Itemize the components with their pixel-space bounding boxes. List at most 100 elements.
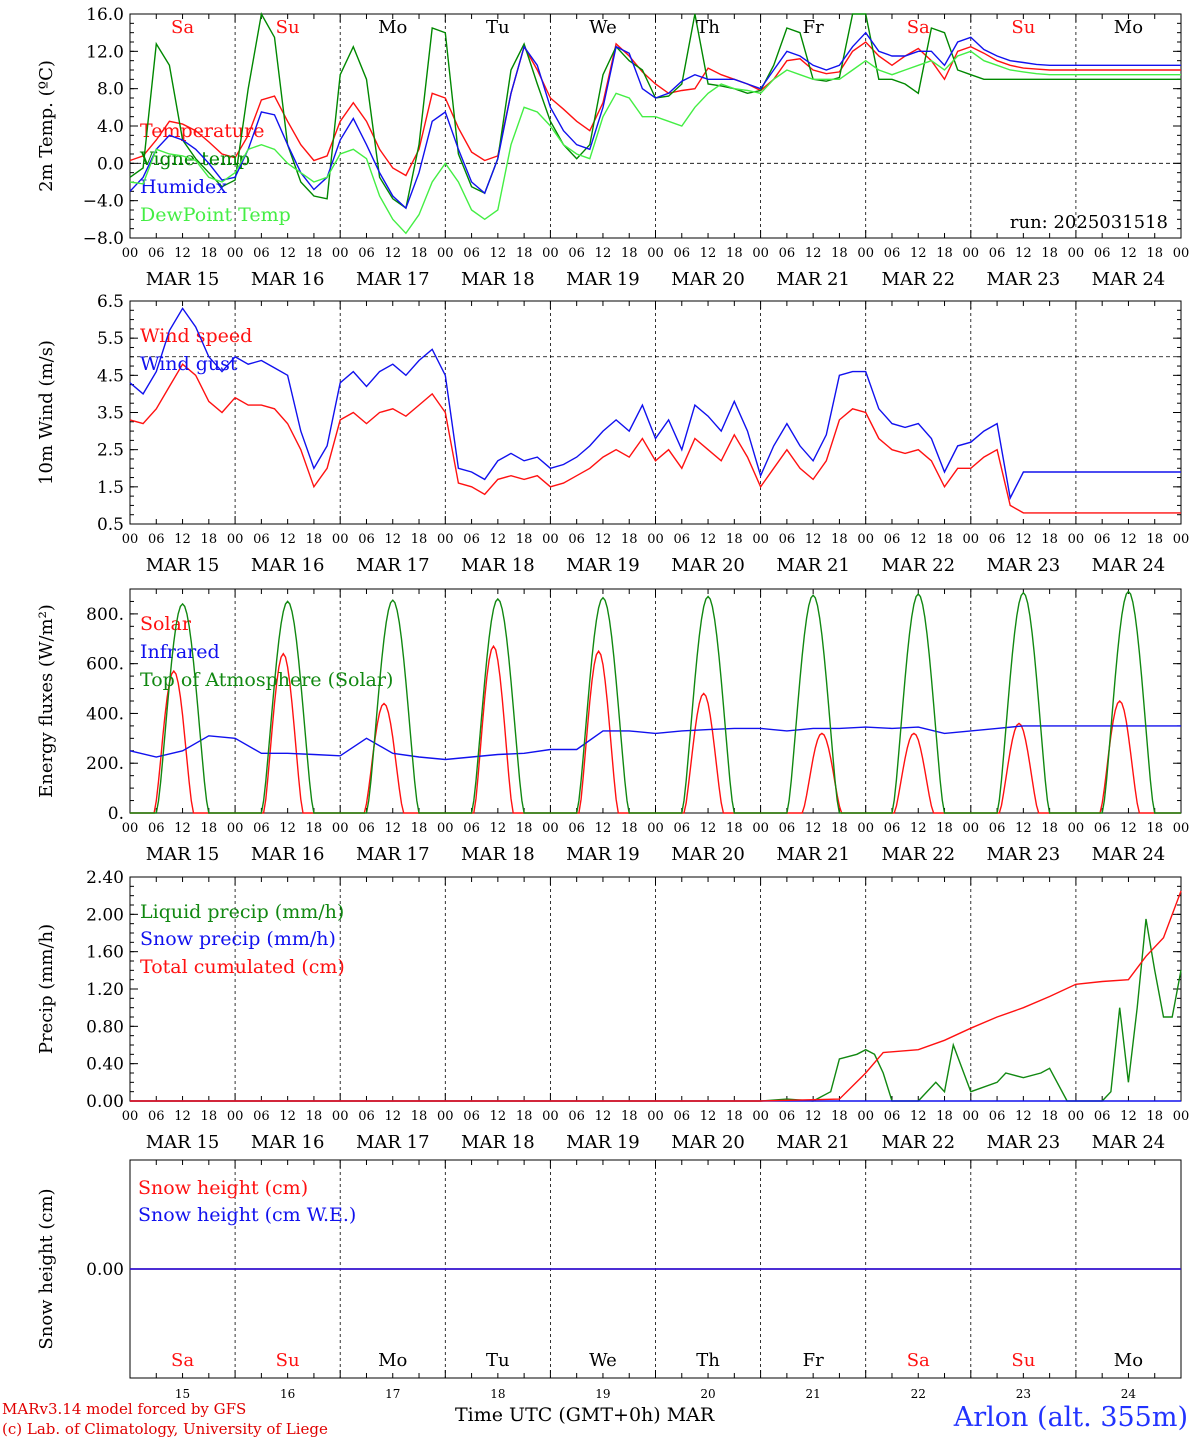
date-label: MAR 21 xyxy=(776,1132,850,1153)
hour-tick-label: 18 xyxy=(1146,821,1163,836)
hour-tick-label: 06 xyxy=(463,532,480,547)
y-axis-title: 2m Temp. (ºC) xyxy=(36,60,57,192)
hour-tick-label: 12 xyxy=(490,246,507,261)
hour-tick-label: 12 xyxy=(1120,532,1137,547)
hour-tick-label: 18 xyxy=(1041,821,1058,836)
legend-entry: Wind speed xyxy=(140,325,252,347)
hour-tick-label: 12 xyxy=(174,1109,191,1124)
date-label: MAR 20 xyxy=(671,269,745,290)
y-tick-label: −4.0 xyxy=(83,192,124,212)
hour-tick-label: 00 xyxy=(752,821,769,836)
hour-tick-label: 12 xyxy=(1120,821,1137,836)
y-tick-label: 800. xyxy=(86,605,124,625)
weekday-label: Sa xyxy=(171,17,194,38)
hour-tick-label: 12 xyxy=(805,821,822,836)
date-label: MAR 16 xyxy=(251,844,325,865)
hour-tick-label: 06 xyxy=(779,1109,796,1124)
hour-tick-label: 18 xyxy=(1041,1109,1058,1124)
day-number-label: 24 xyxy=(1121,1387,1137,1400)
weekday-label: Fr xyxy=(803,17,824,38)
hour-tick-label: 00 xyxy=(647,246,664,261)
hour-tick-label: 06 xyxy=(253,246,270,261)
hour-tick-label: 12 xyxy=(279,246,296,261)
hour-tick-label: 06 xyxy=(463,821,480,836)
hour-tick-label: 18 xyxy=(1146,246,1163,261)
hour-tick-label: 06 xyxy=(358,821,375,836)
hour-tick-label: 06 xyxy=(148,532,165,547)
hour-tick-label: 18 xyxy=(621,821,638,836)
legend-entry: Total cumulated (cm) xyxy=(140,956,345,978)
hour-tick-label: 18 xyxy=(411,821,428,836)
hour-tick-label: 18 xyxy=(936,821,953,836)
weekday-label: Mo xyxy=(378,17,407,38)
hour-tick-label: 18 xyxy=(516,532,533,547)
hour-tick-label: 00 xyxy=(437,532,454,547)
hour-tick-label: 00 xyxy=(857,246,874,261)
hour-tick-label: 12 xyxy=(384,246,401,261)
hour-tick-label: 06 xyxy=(1094,246,1111,261)
hour-tick-label: 00 xyxy=(437,1109,454,1124)
meteogram: −8.0 −4.0 0.0 4.0 8.0 12.0 16.0 2m Temp. (ºC) Te… xyxy=(36,5,1190,1400)
hour-tick-label: 00 xyxy=(647,1109,664,1124)
hour-tick-label: 18 xyxy=(1041,532,1058,547)
hour-tick-label: 00 xyxy=(227,532,244,547)
x-axis-title: Time UTC (GMT+0h) MAR xyxy=(455,1404,715,1426)
hour-tick-label: 12 xyxy=(805,532,822,547)
date-label: MAR 21 xyxy=(776,844,850,865)
hour-tick-label: 00 xyxy=(752,532,769,547)
hour-tick-label: 12 xyxy=(910,246,927,261)
hour-tick-label: 00 xyxy=(1068,532,1085,547)
hour-tick-label: 18 xyxy=(1146,1109,1163,1124)
y-tick-label: 5.5 xyxy=(97,329,124,349)
hour-tick-label: 00 xyxy=(332,821,349,836)
legend-entry: Infrared xyxy=(140,641,220,663)
hour-tick-label: 00 xyxy=(1173,532,1190,547)
hour-tick-label: 12 xyxy=(279,1109,296,1124)
plot-frame xyxy=(129,588,1182,814)
day-number-label: 15 xyxy=(175,1387,190,1400)
weekday-label: Sa xyxy=(907,17,930,38)
y-tick-label: 4.0 xyxy=(97,117,124,137)
weekday-label: Fr xyxy=(803,1350,824,1371)
hour-tick-label: 00 xyxy=(1173,246,1190,261)
hour-tick-label: 00 xyxy=(752,246,769,261)
hour-tick-label: 12 xyxy=(595,246,612,261)
hour-tick-label: 00 xyxy=(1173,1109,1190,1124)
hour-tick-label: 06 xyxy=(568,532,585,547)
date-label: MAR 15 xyxy=(146,844,220,865)
hour-tick-label: 12 xyxy=(700,532,717,547)
y-tick-label: 1.5 xyxy=(97,478,124,498)
hour-tick-label: 06 xyxy=(253,821,270,836)
hour-tick-label: 12 xyxy=(595,1109,612,1124)
hour-tick-label: 06 xyxy=(568,1109,585,1124)
hour-tick-label: 12 xyxy=(490,1109,507,1124)
hour-tick-label: 00 xyxy=(857,821,874,836)
hour-tick-label: 00 xyxy=(963,532,980,547)
hour-tick-label: 18 xyxy=(831,1109,848,1124)
series-line-top-of-atmosphere-solar- xyxy=(130,590,1181,814)
panel-2: 0.5 1.5 2.5 3.5 4.5 5.5 6.5 10m Wind (m/s) Wind … xyxy=(36,292,1189,576)
date-label: MAR 19 xyxy=(566,1132,640,1153)
y-tick-label: 0.0 xyxy=(97,154,124,174)
hour-tick-label: 18 xyxy=(726,246,743,261)
hour-tick-label: 18 xyxy=(306,1109,323,1124)
hour-tick-label: 18 xyxy=(936,1109,953,1124)
hour-tick-label: 12 xyxy=(595,532,612,547)
hour-tick-label: 06 xyxy=(674,246,691,261)
date-label: MAR 22 xyxy=(881,555,955,576)
hour-tick-label: 12 xyxy=(1120,1109,1137,1124)
hour-tick-label: 12 xyxy=(174,532,191,547)
hour-tick-label: 18 xyxy=(411,1109,428,1124)
hour-tick-label: 12 xyxy=(490,532,507,547)
day-number-label: 22 xyxy=(911,1387,926,1400)
legend-entry: Snow height (cm W.E.) xyxy=(138,1204,356,1226)
hour-tick-label: 12 xyxy=(1015,1109,1032,1124)
weekday-label: Su xyxy=(1011,17,1035,38)
hour-tick-label: 12 xyxy=(279,532,296,547)
hour-tick-label: 12 xyxy=(700,821,717,836)
hour-tick-label: 06 xyxy=(148,821,165,836)
panel-4: 0.00 0.40 0.80 1.20 1.60 2.00 2.40 Precip (mm/h… xyxy=(36,868,1189,1153)
hour-tick-label: 18 xyxy=(201,532,218,547)
hour-tick-label: 00 xyxy=(437,246,454,261)
y-tick-label: 200. xyxy=(86,754,124,774)
